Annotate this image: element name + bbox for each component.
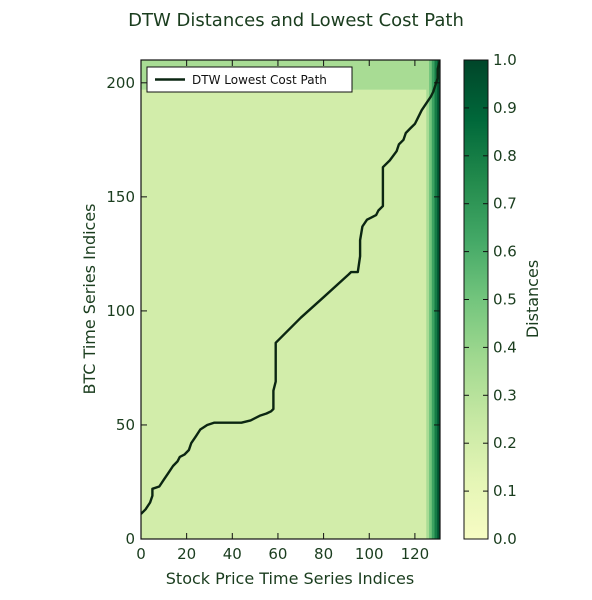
- dtw-path-line: [141, 60, 440, 515]
- x-tick-label: 40: [223, 545, 242, 563]
- x-tick-label: 20: [177, 545, 196, 563]
- plot-area: [141, 60, 440, 539]
- colorbar-tick-label: 0.6: [493, 243, 517, 261]
- legend-box: [146, 66, 353, 93]
- y-tick-label: 100: [106, 302, 135, 320]
- heatmap-right-band: [437, 60, 440, 539]
- colorbar-tick-label: 1.0: [493, 51, 517, 69]
- colorbar: 0.0 0.1 0.2 0.3 0.4 0.5 0.6 0.7 0.8 0.9 1.0 Distan…: [463, 51, 542, 548]
- x-tick-label: 0: [136, 545, 146, 563]
- x-axis-label: Stock Price Time Series Indices: [166, 569, 414, 588]
- y-axis-ticks: 0 50 100 150 200: [106, 74, 440, 548]
- heatmap-right-band: [426, 60, 430, 539]
- x-tick-label: 60: [268, 545, 287, 563]
- plot-frame: [140, 59, 441, 540]
- colorbar-tick-label: 0.3: [493, 386, 517, 404]
- x-tick-label: 80: [314, 545, 333, 563]
- colorbar-tick-label: 0.2: [493, 434, 517, 452]
- colorbar-tick-label: 0.0: [493, 530, 517, 548]
- colorbar-ticks: 0.0 0.1 0.2 0.3 0.4 0.5 0.6 0.7 0.8 0.9 1.0: [464, 51, 517, 548]
- heatmap-right-band: [434, 60, 438, 539]
- heatmap-background: [141, 60, 440, 539]
- legend: DTW Lowest Cost Path: [146, 66, 353, 93]
- y-tick-label: 0: [125, 530, 135, 548]
- heatmap-right-band: [429, 60, 433, 539]
- x-axis-ticks: 0 20 40 60 80 100 120: [136, 60, 429, 563]
- legend-entry: DTW Lowest Cost Path: [192, 73, 327, 87]
- heatmap-right-band: [431, 60, 436, 539]
- colorbar-tick-label: 0.1: [493, 482, 517, 500]
- y-tick-label: 50: [116, 416, 135, 434]
- colorbar-label: Distances: [523, 260, 542, 338]
- y-axis-label: BTC Time Series Indices: [80, 203, 99, 394]
- colorbar-tick-label: 0.8: [493, 147, 517, 165]
- colorbar-tick-label: 0.4: [493, 338, 517, 356]
- y-tick-label: 150: [106, 188, 135, 206]
- y-tick-label: 200: [106, 74, 135, 92]
- colorbar-tick-label: 0.9: [493, 99, 517, 117]
- colorbar-tick-label: 0.5: [493, 291, 517, 309]
- chart-title: DTW Distances and Lowest Cost Path: [128, 10, 464, 31]
- x-tick-label: 120: [401, 545, 430, 563]
- colorbar-tick-label: 0.7: [493, 195, 517, 213]
- x-tick-label: 100: [355, 545, 384, 563]
